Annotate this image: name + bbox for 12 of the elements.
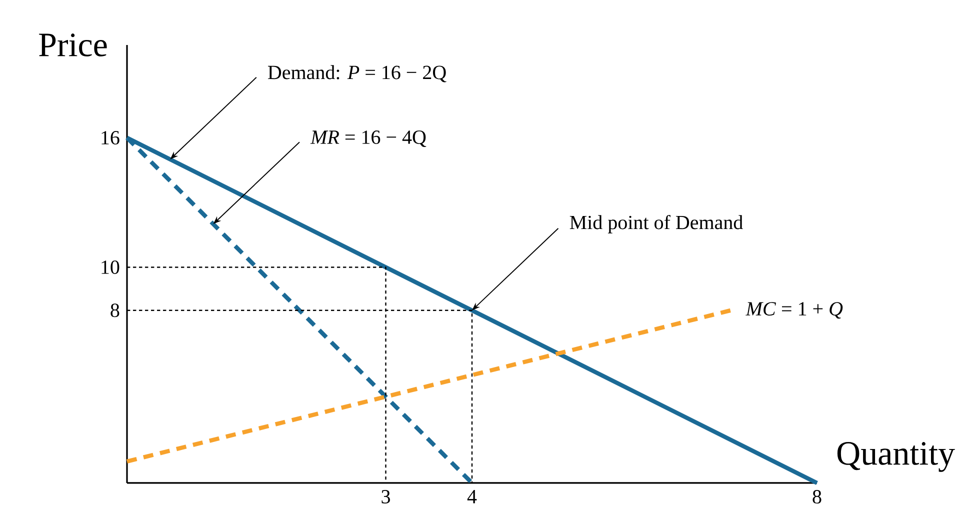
x-tick-label: 3 [382,490,390,504]
y-tick-label: 8 [110,304,120,318]
x-tick-label: 8 [812,490,822,504]
series-label: MC = 1 + Q [746,302,843,319]
y-tick-label: 16 [102,131,120,144]
y-axis-title: Price [39,34,107,56]
y-tick-label: 10 [102,260,120,274]
annotation: Demand: P = 16 − 2Q [268,65,446,82]
x-tick-label: 4 [467,490,477,504]
x-axis-title: Quantity [837,442,955,472]
annotation: Mid point of Demand [570,214,743,234]
annotation: MR = 16 − 4Q [310,130,426,148]
